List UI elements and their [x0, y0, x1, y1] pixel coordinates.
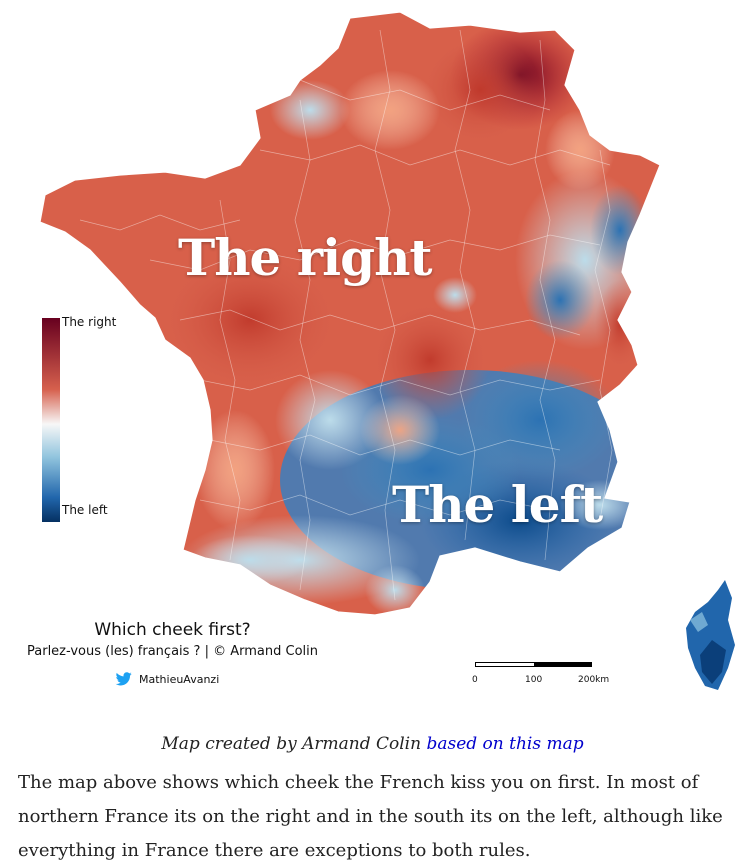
map-figure: The right The left The right The left Wh…: [27, 11, 735, 690]
twitter-credit: MathieuAvanzi: [115, 672, 219, 686]
corsica: [686, 580, 735, 690]
big-label-left: The left: [392, 475, 603, 534]
twitter-handle: MathieuAvanzi: [139, 672, 220, 686]
scale-tick-100: 100: [525, 675, 543, 685]
legend-bottom-label: The left: [62, 503, 108, 517]
twitter-bird-icon: [115, 672, 132, 686]
legend-top-label: The right: [62, 315, 117, 329]
legend-color-bar: [42, 318, 60, 522]
big-label-right: The right: [178, 228, 433, 287]
figure-caption: Map created by Armand Colin based on thi…: [0, 734, 745, 754]
france-cheek-map: [39, 11, 735, 690]
body-paragraph: The map above shows which cheek the Fren…: [18, 772, 723, 861]
caption-text: Map created by Armand Colin: [161, 734, 427, 754]
map-subtitle: Parlez-vous (les) français ? | © Armand …: [27, 644, 318, 659]
scale-tick-0: 0: [472, 675, 478, 685]
map-title: Which cheek first?: [94, 620, 251, 640]
scale-tick-200: 200km: [578, 675, 610, 685]
scale-bar: [475, 662, 592, 667]
mainland-france: [40, 12, 660, 615]
source-map-link[interactable]: based on this map: [426, 734, 584, 754]
